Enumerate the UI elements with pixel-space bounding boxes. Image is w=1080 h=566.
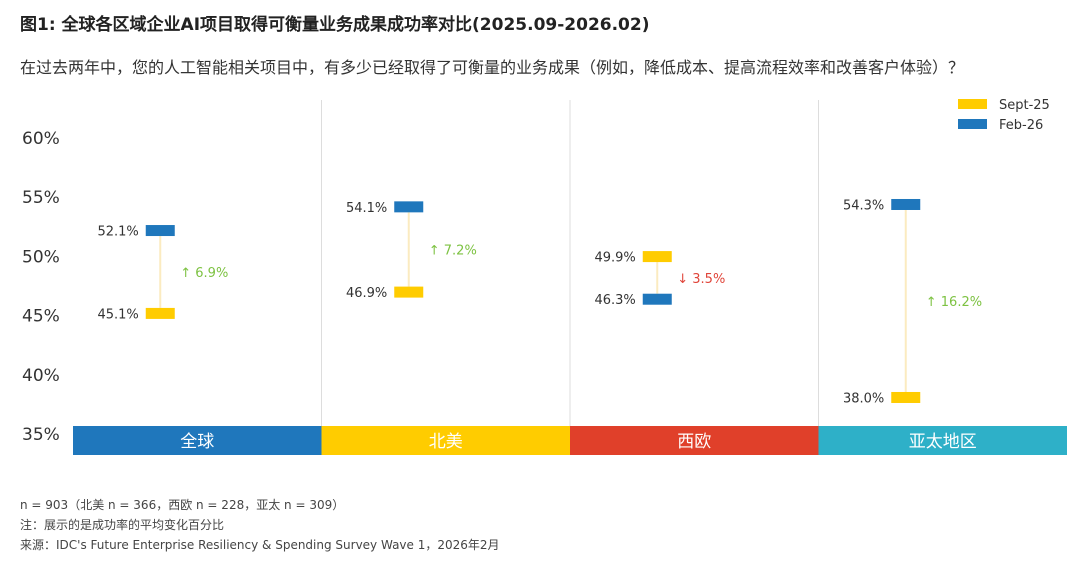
legend-swatch xyxy=(958,99,987,109)
feb-value-label: 46.3% xyxy=(594,293,635,308)
category-label: 西欧 xyxy=(677,432,711,452)
y-tick-label: 45% xyxy=(22,307,60,327)
sept-marker xyxy=(891,391,921,403)
y-tick-label: 60% xyxy=(22,129,60,149)
legend-label: Feb-26 xyxy=(999,118,1043,133)
category-label: 亚太地区 xyxy=(909,432,977,452)
y-tick-label: 50% xyxy=(22,247,60,267)
footnote-sample: n = 903（北美 n = 366，西欧 n = 228，亚太 n = 309… xyxy=(20,498,345,512)
footnotes: n = 903（北美 n = 366，西欧 n = 228，亚太 n = 309… xyxy=(20,495,500,555)
change-label: ↑ 7.2% xyxy=(429,243,477,258)
change-label: ↓ 3.5% xyxy=(677,272,725,287)
sept-value-label: 49.9% xyxy=(594,251,635,266)
sept-marker xyxy=(642,251,672,263)
change-label: ↑ 16.2% xyxy=(926,295,982,310)
feb-marker xyxy=(891,198,921,210)
y-tick-label: 35% xyxy=(22,425,60,445)
feb-marker xyxy=(394,201,424,213)
footnote-note: 注：展示的是成功率的平均变化百分比 xyxy=(20,518,225,532)
legend-swatch xyxy=(958,119,987,129)
feb-marker xyxy=(145,225,175,237)
chart-subtitle: 在过去两年中，您的人工智能相关项目中，有多少已经取得了可衡量的业务成果（例如，降… xyxy=(20,58,965,77)
sept-value-label: 45.1% xyxy=(97,307,138,322)
sept-value-label: 38.0% xyxy=(843,391,884,406)
category-band xyxy=(818,426,1067,455)
feb-marker xyxy=(642,293,672,305)
change-label: ↑ 6.9% xyxy=(180,266,228,281)
category-band xyxy=(321,426,570,455)
feb-value-label: 54.1% xyxy=(346,201,387,216)
y-tick-label: 55% xyxy=(22,188,60,208)
footnote-source: 来源：IDC's Future Enterprise Resiliency & … xyxy=(20,538,500,552)
legend-label: Sept-25 xyxy=(999,98,1050,113)
sept-value-label: 46.9% xyxy=(346,286,387,301)
y-tick-label: 40% xyxy=(22,366,60,386)
category-label: 北美 xyxy=(429,432,463,452)
sept-marker xyxy=(394,286,424,298)
category-band xyxy=(73,426,322,455)
sept-marker xyxy=(145,307,175,319)
category-band xyxy=(570,426,819,455)
feb-value-label: 54.3% xyxy=(843,198,884,213)
category-label: 全球 xyxy=(180,432,214,452)
chart-title: 图1: 全球各区域企业AI项目取得可衡量业务成果成功率对比(2025.09-20… xyxy=(20,15,650,35)
feb-value-label: 52.1% xyxy=(97,225,138,240)
